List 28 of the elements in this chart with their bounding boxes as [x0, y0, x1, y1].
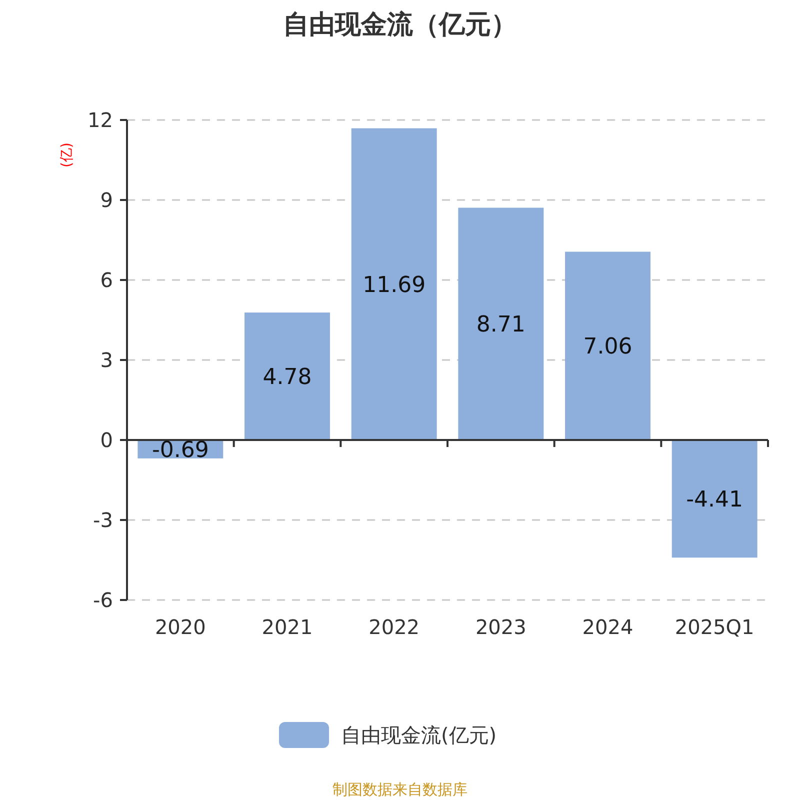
y-tick-label: 6 [100, 268, 113, 292]
x-tick-label: 2020 [154, 615, 206, 639]
data-label: -0.69 [152, 438, 209, 463]
y-axis-title: (亿) [58, 142, 75, 168]
bar [351, 128, 437, 440]
bar [458, 208, 544, 440]
y-tick-label: 12 [88, 108, 113, 132]
x-tick-label: 2025Q1 [674, 615, 754, 639]
data-label: 11.69 [362, 272, 426, 298]
y-tick-label: 9 [100, 188, 113, 212]
data-label: 7.06 [583, 334, 632, 360]
data-label: 8.71 [476, 312, 526, 338]
y-tick-label: -6 [93, 588, 113, 612]
bar [565, 252, 650, 440]
data-label: -4.41 [686, 488, 744, 512]
x-tick-label: 2023 [475, 615, 526, 639]
bar [672, 440, 758, 558]
chart-title: 自由现金流（亿元） [283, 10, 517, 40]
y-tick-label: -3 [93, 508, 113, 532]
bar [244, 312, 330, 440]
y-tick-label: 3 [100, 348, 113, 372]
x-tick-label: 2024 [582, 615, 634, 639]
x-tick-label: 2021 [262, 615, 313, 639]
data-label: 4.78 [262, 364, 312, 390]
text: 制图数据来自数据库 [332, 780, 468, 798]
y-tick-label: 0 [100, 428, 113, 452]
legend-label: 自由现金流(亿元) [341, 723, 497, 747]
x-tick-label: 2022 [368, 615, 420, 639]
